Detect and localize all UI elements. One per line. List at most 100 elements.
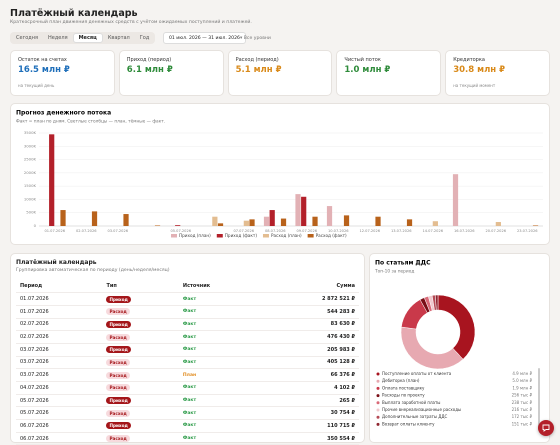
date-range[interactable]: 01 июл. 2026 — 31 июл. 2026 — [163, 32, 246, 44]
x-tick-label: 03.07.2026 — [107, 229, 128, 233]
table-row: 05.07.2026 Приход Факт 265 ₽ — [16, 394, 359, 408]
chart-subtitle: Факт = план по дням. Светлые столбцы — п… — [16, 119, 165, 125]
table-row: 02.07.2026 Приход Факт 83 630 ₽ — [16, 318, 359, 332]
amount-cell: 405 128 ₽ — [262, 356, 359, 370]
period-cell: 05.07.2026 — [16, 406, 103, 421]
legend-dot — [376, 415, 380, 419]
kpi-label: Кредиторка — [453, 57, 485, 63]
table-row: 03.07.2026 Приход Факт 205 983 ₽ — [16, 343, 359, 357]
scrollbar — [538, 368, 540, 430]
donut-slice — [434, 294, 439, 311]
x-tick-label: 20.07.2026 — [485, 229, 506, 233]
amount-cell: 83 630 ₽ — [262, 318, 359, 332]
x-tick-label: 13.07.2026 — [391, 229, 412, 233]
legend-value: 151 тыс ₽ — [512, 421, 533, 426]
legend-label: Дебиторка (план) — [382, 378, 420, 383]
period-tabs: Сегодня Неделя Месяц Квартал Год — [10, 32, 156, 44]
x-tick-label: 14.07.2026 — [422, 229, 443, 233]
source-cell: Факт — [178, 381, 263, 395]
bar — [269, 210, 275, 226]
x-tick-label: 09.07.2026 — [296, 229, 317, 233]
source-cell: Факт — [178, 406, 263, 421]
level-filter[interactable]: ▾ Все уровни — [240, 36, 271, 41]
type-badge: Приход — [106, 422, 131, 430]
table-title: Платёжный календарь — [16, 259, 97, 266]
bar — [263, 216, 270, 226]
type-cell: Приход — [102, 292, 179, 306]
pie-title: По статьям ДДС — [375, 260, 431, 267]
kpi-label: Остаток на счетах — [18, 57, 67, 63]
type-cell: Расход — [102, 305, 179, 319]
column-header: Источник — [178, 280, 263, 294]
x-tick-label: 23.07.2026 — [517, 229, 538, 233]
table-row: 01.07.2026 Расход Факт 544 283 ₽ — [16, 305, 359, 319]
bar — [123, 214, 129, 226]
period-tab[interactable]: Неделя — [48, 35, 68, 41]
legend-swatch — [262, 234, 269, 238]
chat-icon — [542, 424, 550, 432]
source-cell: Факт — [178, 330, 263, 344]
legend-label: Прочие внереализационные расходы — [382, 407, 461, 412]
source-cell: Факт — [178, 305, 263, 319]
categories-card: По статьям ДДС Топ-10 за период Поступле… — [369, 253, 550, 443]
bar — [452, 174, 459, 226]
type-cell: Расход — [102, 406, 179, 421]
amount-cell: 476 430 ₽ — [262, 330, 359, 344]
period-cell: 03.07.2026 — [16, 356, 103, 370]
legend-value: 1.9 млн ₽ — [512, 385, 532, 390]
legend-value: 5.0 млн ₽ — [512, 378, 532, 383]
source-cell: План — [178, 368, 263, 382]
legend-label: Расход (план) — [271, 233, 302, 238]
table-row: 01.07.2026 Приход Факт 2 872 521 ₽ — [16, 292, 359, 306]
chat-button[interactable] — [538, 420, 554, 436]
payments-table: Период Тип Источник Сумма 01.07.2026 Приход Фа… — [16, 280, 359, 445]
page-title: Платёжный календарь — [10, 8, 138, 19]
type-cell: Приход — [102, 419, 179, 433]
type-badge: Приход — [106, 295, 131, 303]
bar — [295, 194, 301, 226]
type-badge: Приход — [106, 346, 131, 354]
legend-value: 256 тыс ₽ — [512, 393, 533, 398]
period-tab[interactable]: Квартал — [107, 35, 130, 41]
kpi-value: 16.5 млн ₽ — [18, 65, 70, 75]
legend-swatch — [307, 234, 314, 238]
type-badge: Расход — [106, 371, 130, 379]
type-cell: Расход — [102, 368, 179, 382]
level-text: Все уровни — [243, 36, 271, 41]
bar — [312, 216, 318, 226]
bar — [175, 225, 181, 226]
period-tab[interactable]: Сегодня — [16, 35, 38, 41]
bar — [280, 218, 287, 226]
legend-label: Оплата поставщику — [382, 385, 425, 390]
kpi-card: Расход (период) 5.1 млн ₽ — [227, 50, 333, 96]
legend-dot — [376, 386, 380, 390]
legend-value: 4.9 млн ₽ — [512, 371, 532, 376]
y-tick-label: 2000K — [24, 170, 37, 175]
chart-card: Прогноз денежного потока Факт = план по … — [10, 103, 550, 245]
y-tick-label: 500K — [26, 210, 36, 215]
legend-value: 216 тыс ₽ — [512, 407, 533, 412]
bar — [154, 225, 161, 226]
donut-slice — [437, 294, 476, 360]
bar — [60, 210, 66, 226]
amount-cell: 110 715 ₽ — [262, 419, 359, 433]
x-tick-label: 08.07.2026 — [265, 229, 286, 233]
cashflow-chart: Прогноз денежного потока Факт = план по … — [16, 110, 543, 238]
type-badge: Расход — [106, 358, 130, 366]
kpi-value: 30.8 млн ₽ — [453, 65, 506, 75]
x-tick-label: 10.07.2026 — [328, 229, 349, 233]
kpi-value: 5.1 млн ₽ — [235, 65, 282, 75]
period-cell: 01.07.2026 — [16, 292, 103, 306]
period-tab[interactable]: Месяц — [72, 33, 103, 43]
legend-label: Выплата заработной платы — [382, 400, 440, 405]
kpi-label: Расход (период) — [235, 57, 279, 63]
period-tab[interactable]: Год — [139, 35, 150, 41]
kpi-card: Остаток на счетах 16.5 млн ₽ на текущий де… — [10, 50, 115, 96]
period-cell: 03.07.2026 — [16, 343, 103, 357]
x-tick-label: 05.07.2026 — [170, 229, 191, 233]
type-badge: Приход — [106, 397, 131, 405]
legend-label: Дополнительные затраты ДДС — [382, 414, 448, 419]
amount-cell: 2 872 521 ₽ — [262, 292, 359, 306]
date-range-text: 01 июл. 2026 — 31 июл. 2026 — [169, 35, 240, 41]
bar — [375, 216, 381, 226]
